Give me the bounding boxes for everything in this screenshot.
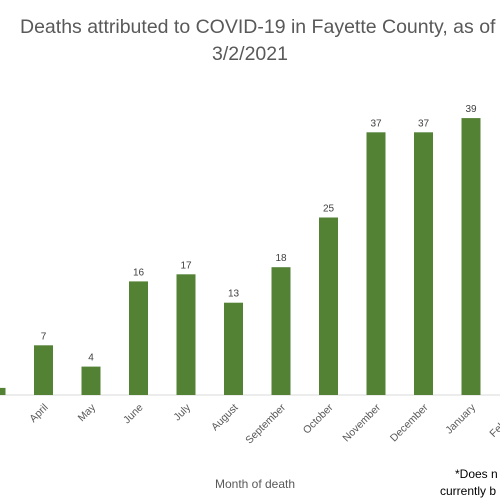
bar-june <box>129 281 148 395</box>
bar-november <box>366 132 386 396</box>
bar-july <box>176 274 196 395</box>
chart-title-line-2: 3/2/2021 <box>212 43 288 65</box>
bars-layer <box>0 118 481 396</box>
bar-august <box>224 302 243 395</box>
data-label-december: 37 <box>418 118 430 129</box>
data-label-september: 18 <box>275 253 287 264</box>
x-tick-label-may: May <box>76 401 99 424</box>
chart-title: Deaths attributed to COVID-19 in Fayette… <box>0 14 500 68</box>
bar-september <box>271 267 291 395</box>
x-tick-label-september: September <box>243 401 288 446</box>
footnote-line-1: *Does n <box>455 467 498 481</box>
chart-title-line-1: Deaths attributed to COVID-19 in Fayette… <box>20 16 496 38</box>
bar-december <box>414 132 433 396</box>
x-tick-label-january: January <box>443 401 478 436</box>
x-tick-label-october: October <box>301 401 336 436</box>
x-tick-label-april: April <box>27 402 50 425</box>
x-tick-label-november: November <box>340 401 383 444</box>
bar-april <box>34 345 53 395</box>
data-label-october: 25 <box>323 204 335 215</box>
data-label-november: 37 <box>370 118 382 129</box>
data-labels-layer: 7 4 16 17 13 18 25 37 37 39 <box>41 104 477 364</box>
data-label-may: 4 <box>88 353 94 364</box>
data-label-june: 16 <box>133 267 145 278</box>
x-tick-label-july: July <box>171 401 193 423</box>
data-label-august: 13 <box>228 289 240 300</box>
x-tick-labels-layer: April May June July August September October No… <box>27 401 500 446</box>
x-axis-title: Month of death <box>215 477 295 491</box>
x-tick-label-june: June <box>121 402 146 427</box>
bar-january <box>461 118 481 395</box>
bar-may <box>81 366 101 395</box>
x-tick-label-august: August <box>209 402 241 434</box>
bar-october <box>319 217 338 395</box>
data-label-april: 7 <box>41 331 47 342</box>
bar-first <box>0 387 6 395</box>
x-tick-label-february: February <box>487 401 500 440</box>
footnote-line-2: currently b <box>440 484 496 498</box>
data-label-july: 17 <box>180 260 192 271</box>
x-tick-label-december: December <box>388 401 431 444</box>
data-label-january: 39 <box>465 104 477 115</box>
